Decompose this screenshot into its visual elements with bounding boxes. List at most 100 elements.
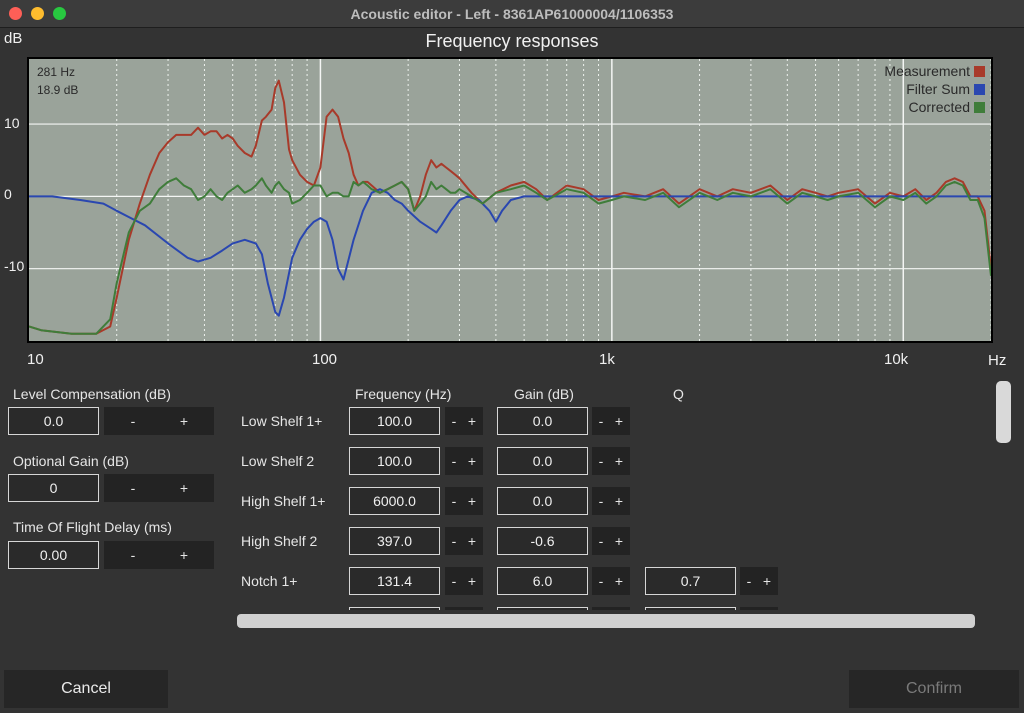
filter-gain-stepper: - + [592, 447, 630, 475]
filter-frequency-input[interactable]: 397.0 [349, 527, 440, 555]
decrement-button[interactable]: - [598, 573, 604, 589]
legend-measurement: Measurement [884, 63, 985, 79]
filter-gain-input[interactable] [497, 607, 588, 610]
y-tick-label: 10 [4, 115, 20, 131]
filter-frequency-input[interactable]: 131.4 [349, 567, 440, 595]
decrement-button[interactable]: - [451, 413, 457, 429]
x-tick-label: 10 [27, 351, 44, 368]
legend-swatch [974, 65, 985, 77]
increment-button[interactable]: + [762, 573, 772, 589]
increment-button[interactable]: + [467, 413, 477, 429]
filter-gain-input[interactable]: 0.0 [497, 487, 588, 515]
filter-q-input[interactable] [645, 607, 736, 610]
filter-gain-input[interactable]: 0.0 [497, 407, 588, 435]
filter-frequency-input[interactable]: 6000.0 [349, 487, 440, 515]
level-compensation-label: Level Compensation (dB) [13, 386, 171, 402]
filter-frequency-input[interactable] [349, 607, 440, 610]
increment-button[interactable]: + [467, 573, 477, 589]
level-compensation-stepper: - + [104, 407, 214, 435]
x-tick-label: 1k [599, 351, 615, 368]
filter-gain-stepper: - + [592, 567, 630, 595]
close-window-button[interactable] [9, 7, 22, 20]
decrement-button[interactable]: - [130, 413, 136, 429]
optional-gain-stepper: - + [104, 474, 214, 502]
zoom-window-button[interactable] [53, 7, 66, 20]
decrement-button[interactable]: - [451, 533, 457, 549]
filter-name: Low Shelf 2 [241, 453, 315, 469]
optional-gain-label: Optional Gain (dB) [13, 453, 129, 469]
time-of-flight-delay-input[interactable]: 0.00 [8, 541, 99, 569]
filter-gain-stepper: - + [592, 487, 630, 515]
decrement-button[interactable]: - [598, 533, 604, 549]
confirm-button[interactable]: Confirm [849, 670, 1019, 708]
filter-frequency-stepper: - + [445, 447, 483, 475]
filter-frequency-stepper [445, 607, 483, 610]
filter-list: Low Shelf 1+ 100.0- +0.0- + Low Shelf 2 100.0… [230, 400, 990, 610]
x-axis-unit: Hz [988, 352, 1007, 369]
frequency-response-plot[interactable]: 281 Hz 18.9 dB Measurement Filter Sum Co… [27, 57, 993, 343]
cursor-gain-readout: 18.9 dB [37, 83, 79, 97]
series-filter-sum-line [29, 188, 991, 317]
legend-label: Corrected [908, 99, 970, 115]
filter-q-stepper: - + [740, 567, 778, 595]
increment-button[interactable]: + [614, 533, 624, 549]
y-tick-label: -10 [4, 258, 25, 274]
x-tick-label: 10k [884, 351, 909, 368]
optional-gain-input[interactable]: 0 [8, 474, 99, 502]
filter-q-input[interactable]: 0.7 [645, 567, 736, 595]
legend-label: Measurement [884, 63, 970, 79]
increment-button[interactable]: + [179, 547, 189, 563]
filter-frequency-stepper: - + [445, 567, 483, 595]
increment-button[interactable]: + [179, 480, 189, 496]
filter-gain-stepper [592, 607, 630, 610]
filter-gain-input[interactable]: -0.6 [497, 527, 588, 555]
decrement-button[interactable]: - [451, 453, 457, 469]
filter-frequency-input[interactable]: 100.0 [349, 447, 440, 475]
cancel-button[interactable]: Cancel [4, 670, 168, 708]
level-compensation-input[interactable]: 0.0 [8, 407, 99, 435]
filter-name: High Shelf 1+ [241, 493, 326, 509]
series-corrected-line [29, 177, 991, 335]
increment-button[interactable]: + [179, 413, 189, 429]
increment-button[interactable]: + [614, 413, 624, 429]
legend-swatch [974, 101, 985, 113]
filter-name: High Shelf 2 [241, 533, 318, 549]
decrement-button[interactable]: - [451, 573, 457, 589]
decrement-button[interactable]: - [598, 493, 604, 509]
horizontal-scrollbar[interactable] [237, 614, 975, 628]
decrement-button[interactable]: - [451, 493, 457, 509]
decrement-button[interactable]: - [130, 480, 136, 496]
decrement-button[interactable]: - [746, 573, 752, 589]
legend-corrected: Corrected [909, 99, 985, 115]
filter-name: Low Shelf 1+ [241, 413, 323, 429]
frequency-response-svg [29, 59, 991, 341]
y-tick-label: 0 [4, 186, 12, 202]
window-title: Acoustic editor - Left - 8361AP61000004/… [350, 6, 674, 22]
decrement-button[interactable]: - [598, 413, 604, 429]
filter-frequency-stepper: - + [445, 407, 483, 435]
increment-button[interactable]: + [614, 453, 624, 469]
legend-filter-sum: Filter Sum [906, 81, 985, 97]
increment-button[interactable]: + [467, 493, 477, 509]
decrement-button[interactable]: - [130, 547, 136, 563]
increment-button[interactable]: + [614, 573, 624, 589]
filter-gain-stepper: - + [592, 527, 630, 555]
filter-gain-input[interactable]: 0.0 [497, 447, 588, 475]
filter-gain-input[interactable]: 6.0 [497, 567, 588, 595]
chart-title: Frequency responses [425, 31, 599, 51]
decrement-button[interactable]: - [598, 453, 604, 469]
frequency-column-header: Frequency (Hz) [355, 386, 452, 402]
cursor-frequency-readout: 281 Hz [37, 65, 76, 79]
time-of-flight-delay-stepper: - + [104, 541, 214, 569]
time-of-flight-delay-label: Time Of Flight Delay (ms) [13, 519, 172, 535]
increment-button[interactable]: + [467, 453, 477, 469]
filter-frequency-input[interactable]: 100.0 [349, 407, 440, 435]
filter-q-stepper [740, 607, 778, 610]
gain-column-header: Gain (dB) [514, 386, 574, 402]
increment-button[interactable]: + [614, 493, 624, 509]
filter-frequency-stepper: - + [445, 487, 483, 515]
title-bar: Acoustic editor - Left - 8361AP61000004/… [0, 0, 1024, 28]
increment-button[interactable]: + [467, 533, 477, 549]
vertical-scrollbar[interactable] [996, 381, 1011, 443]
minimize-window-button[interactable] [31, 7, 44, 20]
